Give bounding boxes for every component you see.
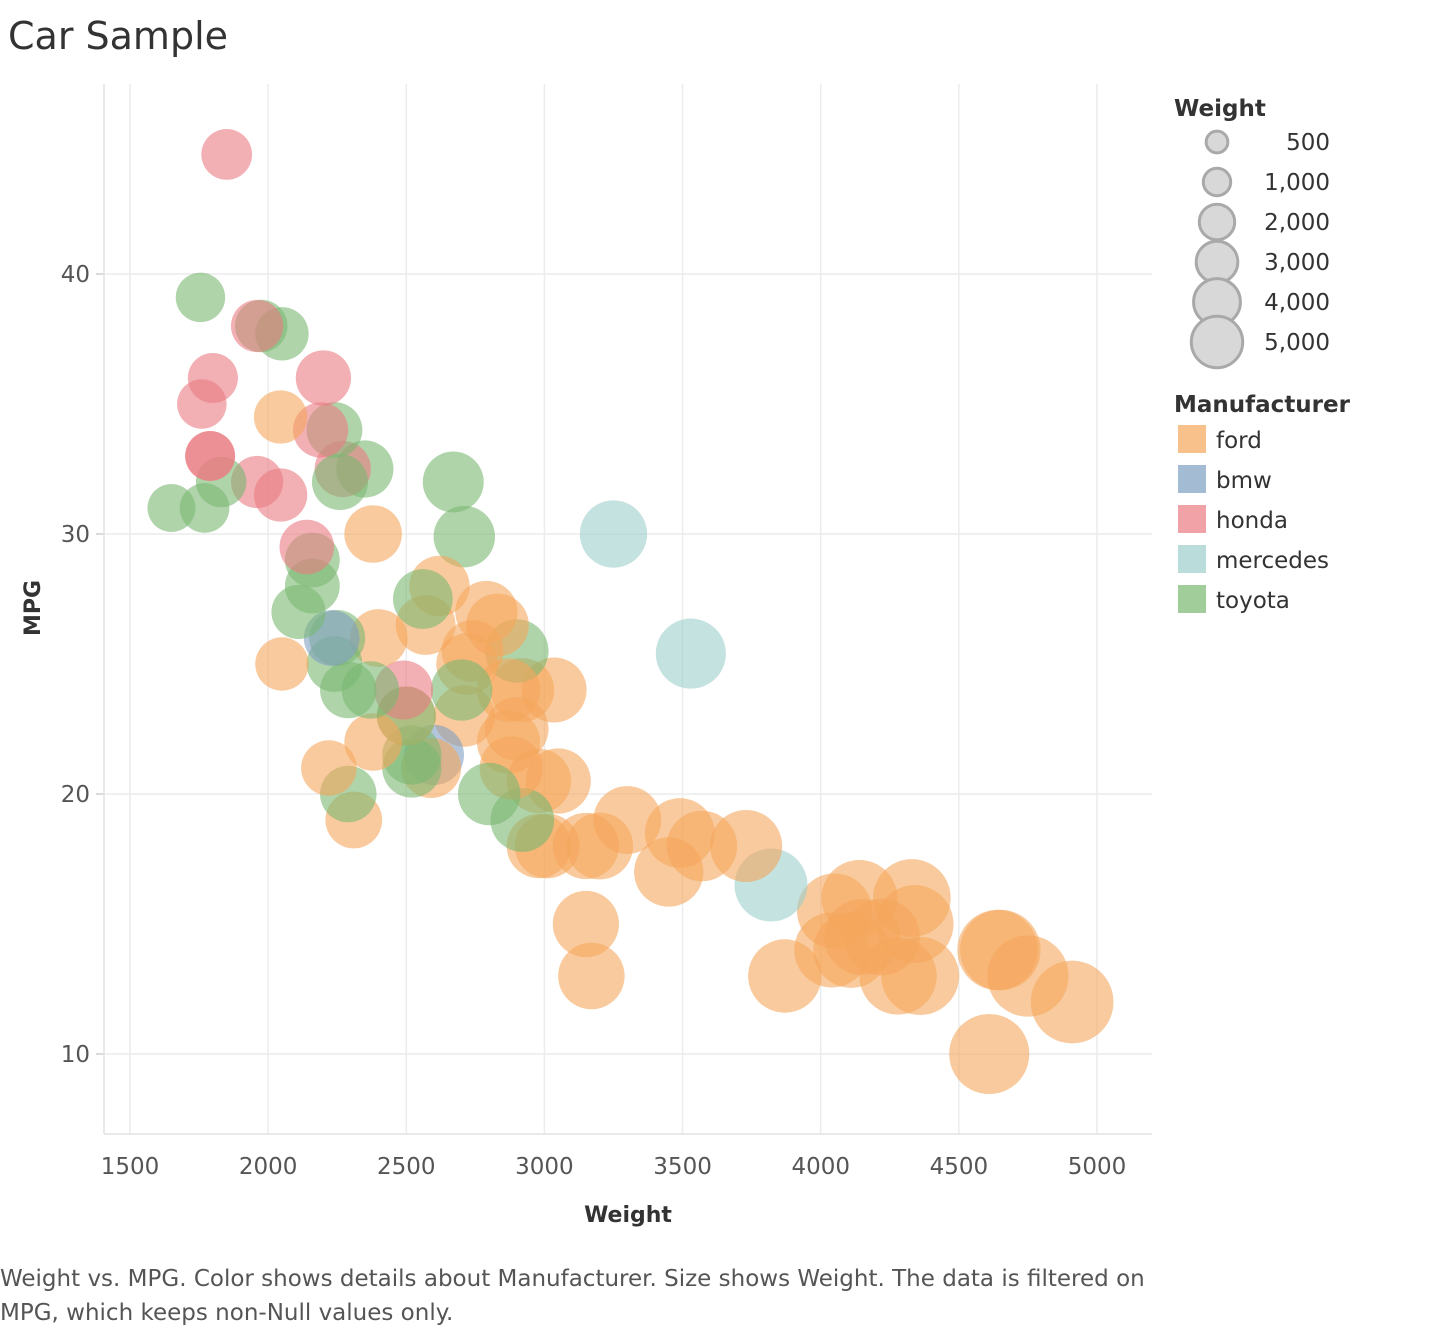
point-toyota[interactable]	[393, 569, 453, 629]
point-toyota[interactable]	[430, 659, 493, 721]
color-legend-label[interactable]: mercedes	[1216, 548, 1329, 574]
point-toyota[interactable]	[175, 272, 226, 323]
x-tick-label: 3500	[653, 1154, 712, 1180]
axes: 1500 2000 2500 3000 3500 4000 4500 5000 10 20 30 40	[61, 84, 1152, 1180]
color-legend-swatch-mercedes[interactable]	[1178, 545, 1206, 573]
size-legend-label: 2,000	[1264, 210, 1330, 236]
size-legend-swatch	[1194, 239, 1240, 285]
point-ford[interactable]	[949, 1013, 1030, 1095]
point-mercedes[interactable]	[655, 618, 726, 689]
x-tick-label: 4500	[930, 1154, 989, 1180]
point-ford[interactable]	[957, 909, 1038, 991]
color-legend-label[interactable]: ford	[1216, 428, 1262, 454]
size-legend-swatch	[1197, 202, 1237, 242]
point-ford[interactable]	[344, 713, 402, 771]
point-ford[interactable]	[253, 390, 308, 444]
point-ford[interactable]	[634, 837, 704, 907]
color-legend-swatch-bmw[interactable]	[1178, 465, 1206, 493]
y-tick-label: 30	[61, 522, 90, 548]
point-ford[interactable]	[748, 939, 822, 1013]
point-ford[interactable]	[344, 505, 402, 563]
x-tick-label: 1500	[101, 1154, 160, 1180]
size-legend-title: Weight	[1174, 96, 1266, 122]
x-axis-title: Weight	[584, 1203, 672, 1228]
x-tick-label: 3000	[515, 1154, 574, 1180]
y-tick-label: 10	[61, 1042, 90, 1068]
size-legend-label: 500	[1286, 130, 1330, 156]
point-toyota[interactable]	[147, 484, 196, 532]
size-legend: Weight 500 1,000 2,000 3,000 4,000 5,000	[1174, 96, 1330, 370]
point-honda[interactable]	[201, 129, 253, 180]
chart-title: Car Sample	[8, 14, 229, 58]
size-legend-label: 5,000	[1264, 330, 1330, 356]
x-tick-label: 2500	[377, 1154, 436, 1180]
size-legend-swatch	[1204, 129, 1230, 155]
size-legend-label: 1,000	[1264, 170, 1330, 196]
x-tick-label: 2000	[239, 1154, 298, 1180]
point-ford[interactable]	[552, 890, 619, 958]
point-toyota[interactable]	[422, 451, 484, 513]
point-honda[interactable]	[279, 519, 335, 575]
point-honda[interactable]	[185, 431, 236, 481]
point-toyota[interactable]	[311, 453, 369, 511]
point-ford[interactable]	[349, 609, 408, 667]
x-tick-label: 4000	[791, 1154, 850, 1180]
point-toyota[interactable]	[457, 762, 521, 826]
point-ford[interactable]	[558, 942, 625, 1010]
point-toyota[interactable]	[271, 584, 326, 640]
point-honda[interactable]	[177, 379, 227, 429]
color-legend-swatch-ford[interactable]	[1178, 425, 1206, 453]
color-legend-label[interactable]: honda	[1216, 508, 1288, 534]
color-legend-label[interactable]: toyota	[1216, 588, 1290, 614]
size-legend-label: 3,000	[1264, 250, 1330, 276]
point-toyota[interactable]	[433, 505, 496, 568]
point-mercedes[interactable]	[579, 500, 648, 568]
y-tick-label: 20	[61, 782, 90, 808]
point-honda[interactable]	[230, 455, 284, 509]
color-legend-title: Manufacturer	[1174, 392, 1351, 418]
point-toyota[interactable]	[179, 483, 230, 533]
chart-caption: Weight vs. MPG. Color shows details abou…	[0, 1266, 1145, 1326]
y-tick-label: 40	[61, 262, 90, 288]
point-honda[interactable]	[295, 350, 352, 406]
point-ford[interactable]	[255, 637, 309, 691]
color-legend-swatch-toyota[interactable]	[1178, 585, 1206, 613]
x-tick-label: 5000	[1068, 1154, 1127, 1180]
color-legend: Manufacturer ford bmw honda mercedes toyota	[1174, 392, 1351, 614]
point-honda[interactable]	[230, 299, 284, 353]
size-legend-label: 4,000	[1264, 290, 1330, 316]
color-legend-swatch-honda[interactable]	[1178, 505, 1206, 533]
color-legend-label[interactable]: bmw	[1216, 468, 1272, 494]
data-points	[147, 129, 1114, 1095]
y-axis-title: MPG	[21, 580, 46, 636]
scatter-chart: 1500 2000 2500 3000 3500 4000 4500 5000 10 20 30 40…	[21, 84, 1351, 1228]
point-ford[interactable]	[301, 740, 357, 796]
size-legend-swatch	[1201, 166, 1233, 198]
size-legend-swatch	[1189, 314, 1245, 370]
